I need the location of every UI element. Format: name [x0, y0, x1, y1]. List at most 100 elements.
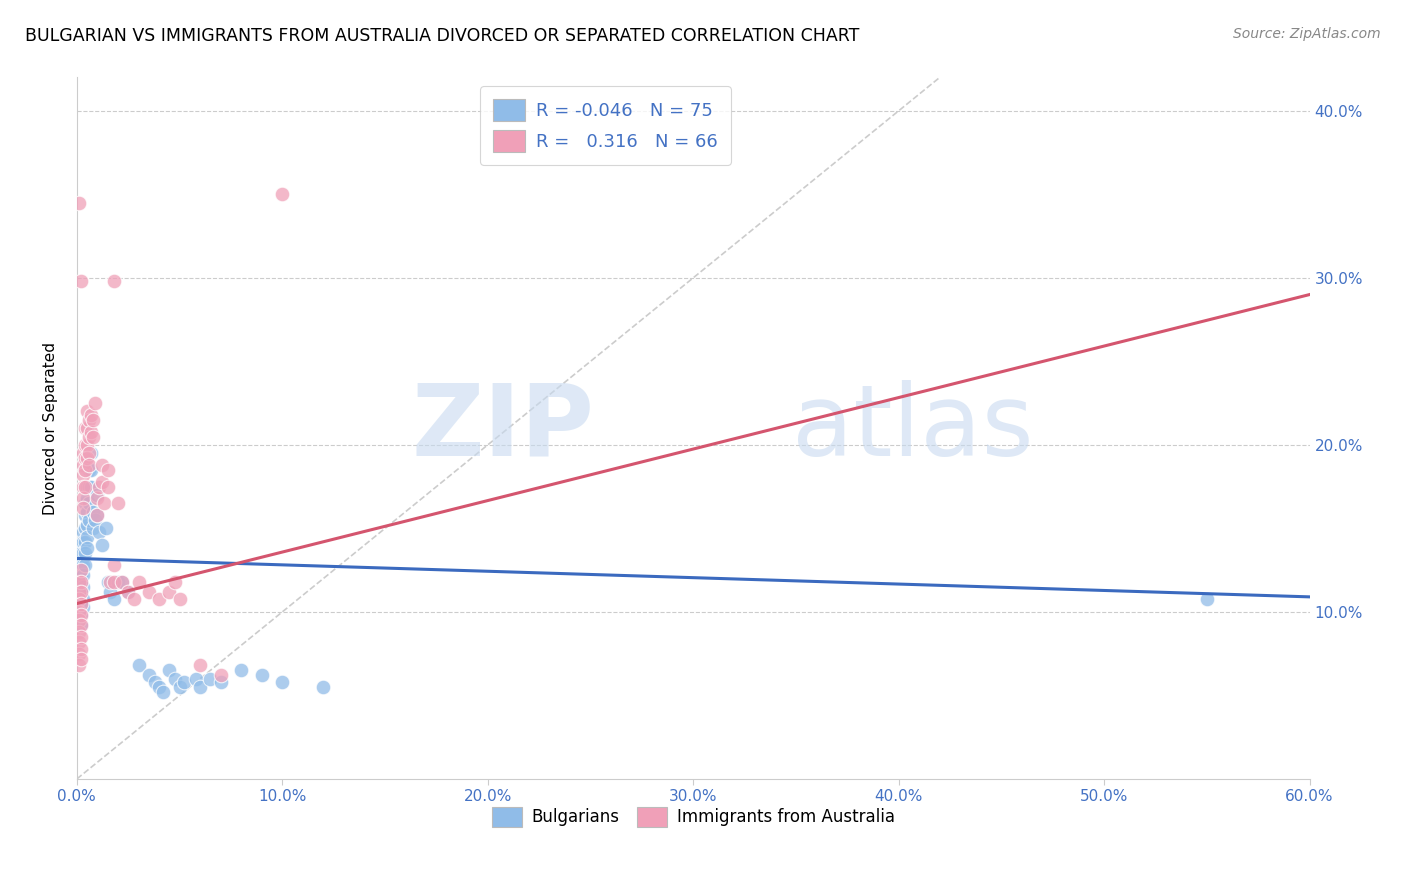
Point: [70, 651, 93, 665]
Point: [86, 488, 108, 502]
Point: [70, 563, 93, 577]
Point: [67, 647, 90, 661]
Point: [72, 467, 94, 482]
Point: [107, 574, 129, 589]
Point: [111, 574, 134, 589]
Point: [312, 680, 335, 694]
Point: [184, 672, 207, 686]
Point: [77, 463, 100, 477]
Point: [82, 413, 104, 427]
Point: [209, 668, 232, 682]
Point: [90, 475, 112, 489]
Point: [188, 680, 211, 694]
Point: [90, 538, 112, 552]
Point: [76, 421, 98, 435]
Point: [157, 664, 180, 678]
Point: [173, 675, 195, 690]
Point: [67, 563, 90, 577]
Point: [67, 658, 90, 673]
Point: [67, 195, 90, 210]
Point: [97, 480, 120, 494]
Point: [72, 491, 94, 506]
Point: [84, 396, 107, 410]
Point: [82, 521, 104, 535]
Point: [128, 574, 150, 589]
Text: ZIP: ZIP: [412, 380, 595, 476]
Point: [271, 187, 294, 202]
Point: [72, 480, 94, 494]
Point: [70, 591, 93, 606]
Text: BULGARIAN VS IMMIGRANTS FROM AUSTRALIA DIVORCED OR SEPARATED CORRELATION CHART: BULGARIAN VS IMMIGRANTS FROM AUSTRALIA D…: [25, 27, 859, 45]
Point: [72, 568, 94, 582]
Point: [67, 574, 90, 589]
Point: [86, 491, 108, 506]
Point: [77, 480, 100, 494]
Point: [77, 413, 100, 427]
Point: [67, 624, 90, 639]
Point: [75, 508, 97, 522]
Point: [70, 568, 93, 582]
Point: [72, 501, 94, 516]
Point: [70, 630, 93, 644]
Point: [72, 558, 94, 573]
Point: [107, 496, 129, 510]
Point: [103, 558, 125, 573]
Point: [103, 574, 125, 589]
Point: [76, 491, 98, 506]
Point: [70, 574, 93, 589]
Point: [70, 585, 93, 599]
Point: [72, 458, 94, 472]
Text: Source: ZipAtlas.com: Source: ZipAtlas.com: [1233, 27, 1381, 41]
Point: [75, 438, 97, 452]
Point: [75, 421, 97, 435]
Point: [72, 524, 94, 539]
Point: [188, 658, 211, 673]
Point: [72, 534, 94, 549]
Point: [75, 546, 97, 560]
Point: [75, 521, 97, 535]
Point: [70, 597, 93, 611]
Point: [67, 585, 90, 599]
Point: [80, 480, 103, 494]
Point: [80, 425, 103, 439]
Point: [70, 585, 93, 599]
Point: [250, 668, 273, 682]
Point: [90, 458, 112, 472]
Point: [75, 496, 97, 510]
Point: [111, 574, 134, 589]
Point: [77, 446, 100, 460]
Point: [67, 591, 90, 606]
Point: [138, 585, 160, 599]
Point: [80, 463, 103, 477]
Point: [165, 672, 187, 686]
Point: [72, 580, 94, 594]
Point: [143, 675, 166, 690]
Point: [70, 608, 93, 623]
Point: [70, 618, 93, 632]
Point: [75, 451, 97, 466]
Point: [82, 429, 104, 443]
Point: [128, 658, 150, 673]
Point: [76, 530, 98, 544]
Point: [103, 274, 125, 288]
Point: [70, 599, 93, 614]
Point: [75, 463, 97, 477]
Point: [89, 480, 111, 494]
Point: [271, 675, 294, 690]
Point: [67, 605, 90, 619]
Point: [200, 672, 222, 686]
Point: [77, 496, 100, 510]
Point: [124, 591, 146, 606]
Point: [148, 680, 170, 694]
Point: [70, 641, 93, 656]
Point: [76, 451, 98, 466]
Point: [76, 518, 98, 533]
Point: [76, 438, 98, 452]
Point: [86, 508, 108, 522]
Point: [67, 613, 90, 627]
Point: [148, 591, 170, 606]
Point: [70, 618, 93, 632]
Point: [77, 513, 100, 527]
Point: [80, 446, 103, 460]
Point: [157, 585, 180, 599]
